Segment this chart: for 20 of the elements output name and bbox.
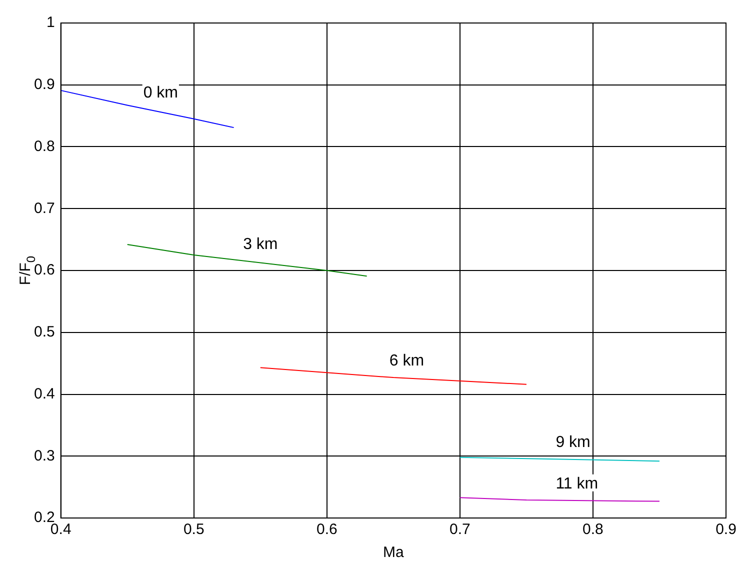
series-label: 9 km (556, 434, 590, 452)
series-label: 0 km (143, 84, 178, 102)
series-label: 11 km (556, 475, 598, 492)
y-tick-label: 1 (46, 14, 55, 32)
y-tick-label: 0.9 (34, 76, 55, 94)
x-tick-label: 0.8 (582, 521, 604, 538)
y-tick-label: 0.7 (34, 200, 55, 217)
x-tick-label: 0.4 (50, 521, 72, 538)
x-axis-title: Ma (383, 544, 404, 562)
x-tick-label: 0.7 (450, 521, 470, 538)
y-tick-label: 0.5 (34, 324, 55, 341)
series-label: 6 km (389, 352, 424, 370)
y-tick-label: 0.3 (34, 447, 55, 464)
x-tick-label: 0.9 (716, 521, 736, 538)
y-tick-label: 0.6 (34, 262, 55, 279)
series-label: 3 km (243, 236, 278, 254)
x-tick-label: 0.5 (183, 521, 204, 538)
y-tick-label: 0.8 (34, 138, 55, 155)
x-tick-label: 0.6 (316, 521, 338, 538)
y-tick-label: 0.4 (34, 385, 55, 402)
